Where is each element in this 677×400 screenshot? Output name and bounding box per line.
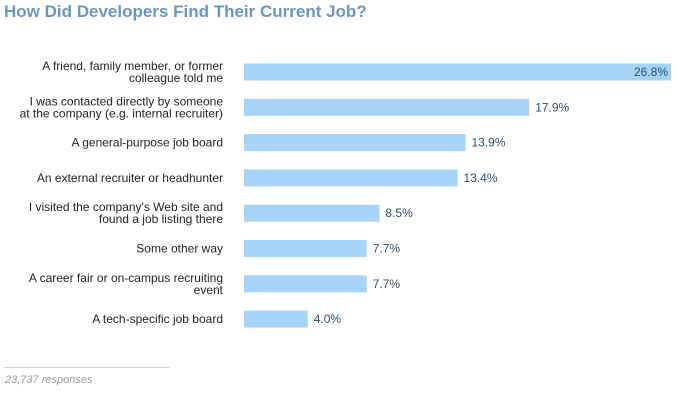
bar xyxy=(244,169,458,187)
value-label: 7.7% xyxy=(373,277,401,291)
value-label: 4.0% xyxy=(314,312,342,326)
value-label: 13.4% xyxy=(464,171,498,185)
bar xyxy=(244,134,466,152)
chart-title: How Did Developers Find Their Current Jo… xyxy=(4,2,367,21)
category-label: A general-purpose job board xyxy=(72,136,223,150)
category-label: colleague told me xyxy=(129,71,223,85)
value-label: 13.9% xyxy=(472,136,506,150)
category-label: An external recruiter or headhunter xyxy=(37,171,223,185)
category-label: I visited the company's Web site and xyxy=(29,200,223,214)
bar xyxy=(244,98,530,116)
response-count: 23,737 responses xyxy=(5,374,93,386)
bar xyxy=(244,240,367,257)
value-label: 26.8% xyxy=(634,65,668,79)
category-label: at the company (e.g. internal recruiter) xyxy=(20,106,223,120)
category-label: Some other way xyxy=(136,242,223,256)
category-label: A tech-specific job board xyxy=(92,312,223,326)
category-label: event xyxy=(194,283,224,297)
footer-divider xyxy=(4,367,170,368)
bar xyxy=(244,63,671,81)
value-label: 8.5% xyxy=(385,206,413,220)
value-label: 17.9% xyxy=(535,100,569,114)
bar xyxy=(244,275,367,293)
bar xyxy=(244,310,308,328)
category-label: found a job listing there xyxy=(99,212,223,226)
category-label: A friend, family member, or former xyxy=(42,59,223,73)
bar xyxy=(244,204,380,222)
category-label: A career fair or on-campus recruiting xyxy=(29,271,223,285)
category-label: I was contacted directly by someone xyxy=(30,94,224,108)
value-label: 7.7% xyxy=(373,242,401,256)
